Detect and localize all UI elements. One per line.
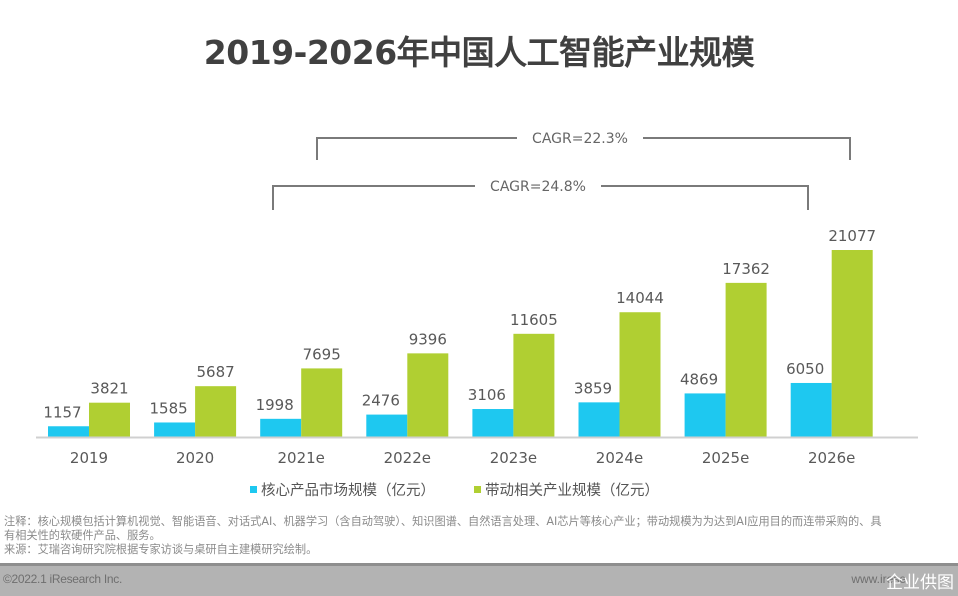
cagr-bracket-driven-left: [316, 137, 517, 160]
bar-core-2021e: [260, 418, 302, 437]
value-label-core-2022e: 2476: [362, 392, 400, 410]
bar-driven-2023e: [513, 333, 555, 437]
notes: 注释：核心规模包括计算机视觉、智能语音、对话式AI、机器学习（含自动驾驶）、知识…: [4, 515, 954, 557]
note-line-2: 有相关性的软硬件产品、服务。: [4, 529, 161, 542]
x-tick-labels: 2019 2020 2021e 2022e 2023e 2024e 2025e 2026e: [70, 449, 855, 467]
x-tick-label-2025e: 2025e: [702, 449, 749, 467]
value-label-driven-2022e: 9396: [409, 330, 447, 348]
value-label-core-2023e: 3106: [468, 386, 506, 404]
bar-driven-2019: [89, 402, 130, 437]
bar-core-2024e: [578, 402, 620, 437]
bar-core-2022e: [366, 414, 408, 437]
x-tick-label-2024e: 2024e: [596, 449, 643, 467]
cagr-bracket-core-left: [272, 185, 475, 210]
bar-chart: CAGR=22.3% CAGR=24.8% 1157 3821 1585 5687 199…: [36, 131, 918, 467]
cagr-brackets: CAGR=22.3% CAGR=24.8%: [272, 131, 851, 210]
legend-swatch-driven: [474, 486, 481, 493]
value-label-driven-2020: 5687: [197, 363, 235, 381]
watermark-text: 企业供图: [886, 573, 954, 593]
note-line-1: 注释：核心规模包括计算机视觉、智能语音、对话式AI、机器学习（含自动驾驶）、知识…: [4, 515, 882, 528]
legend-label-core: 核心产品市场规模（亿元）: [261, 483, 435, 499]
bar-core-2026e: [790, 382, 832, 437]
value-label-driven-2021e: 7695: [303, 345, 341, 363]
bar-driven-2020: [195, 386, 237, 437]
cagr-bracket-driven-right: [643, 137, 851, 160]
bars: [48, 250, 873, 437]
bar-driven-2026e: [831, 250, 873, 437]
bar-core-2023e: [472, 409, 514, 437]
chart-title: 2019-2026年中国人工智能产业规模: [203, 33, 755, 72]
cagr-bracket-core-label: CAGR=24.8%: [490, 179, 586, 195]
value-label-core-2025e: 4869: [680, 370, 718, 388]
x-tick-label-2022e: 2022e: [384, 449, 431, 467]
legend-item-core: 核心产品市场规模（亿元）: [250, 479, 435, 500]
cagr-bracket-driven-label: CAGR=22.3%: [532, 131, 628, 147]
x-tick-label-2020: 2020: [176, 449, 214, 467]
value-labels: 1157 3821 1585 5687 1998 7695 2476 9396 3106 1160…: [43, 227, 876, 421]
bar-core-2019: [48, 426, 89, 437]
copyright-text: ©2022.1 iResearch Inc.: [3, 572, 122, 586]
x-tick-label-2019: 2019: [70, 449, 108, 467]
legend-swatch-core: [250, 486, 257, 493]
value-label-driven-2026e: 21077: [828, 227, 876, 245]
value-label-core-2026e: 6050: [786, 360, 824, 378]
cagr-bracket-core-right: [601, 185, 809, 210]
value-label-driven-2025e: 17362: [722, 260, 770, 278]
x-tick-label-2023e: 2023e: [490, 449, 537, 467]
x-tick-label-2026e: 2026e: [808, 449, 855, 467]
x-tick-label-2021e: 2021e: [277, 449, 324, 467]
bar-driven-2024e: [619, 312, 661, 437]
value-label-driven-2024e: 14044: [616, 289, 664, 307]
bar-driven-2025e: [725, 282, 767, 437]
footer-bar: ©2022.1 iResearch Inc. www.irese 企业供图: [0, 563, 958, 596]
legend-label-driven: 带动相关产业规模（亿元）: [485, 483, 659, 499]
value-label-driven-2019: 3821: [90, 380, 128, 398]
source-line: 来源：艾瑞咨询研究院根据专家访谈与桌研自主建模研究绘制。: [4, 543, 318, 556]
value-label-core-2020: 1585: [150, 399, 188, 417]
value-label-core-2019: 1157: [43, 403, 81, 421]
bar-core-2025e: [684, 393, 726, 437]
legend-item-driven: 带动相关产业规模（亿元）: [474, 479, 659, 500]
value-label-driven-2023e: 11605: [510, 311, 558, 329]
value-label-core-2021e: 1998: [256, 396, 294, 414]
bar-core-2020: [154, 422, 196, 437]
bar-driven-2021e: [301, 368, 343, 437]
value-label-core-2024e: 3859: [574, 379, 612, 397]
website-link[interactable]: www.irese: [851, 572, 906, 586]
bar-driven-2022e: [407, 353, 449, 437]
